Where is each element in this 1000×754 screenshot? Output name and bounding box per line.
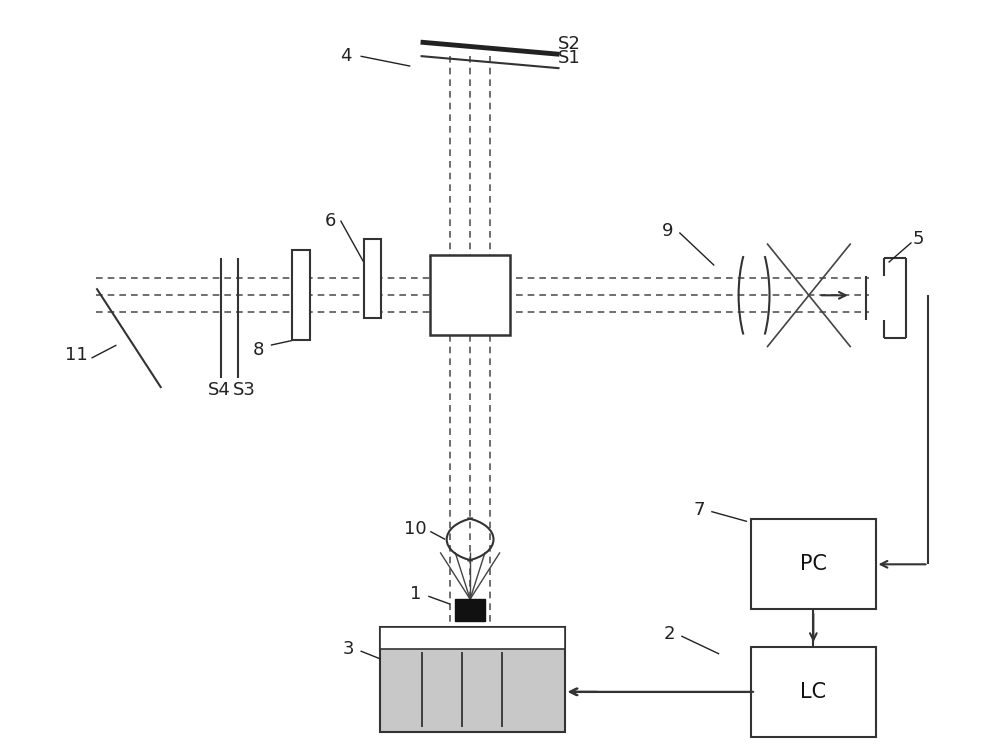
- Text: 9: 9: [662, 222, 673, 240]
- Text: 1: 1: [410, 585, 421, 603]
- Text: 10: 10: [404, 520, 427, 538]
- Text: 5: 5: [913, 229, 924, 247]
- Text: 3: 3: [343, 640, 354, 658]
- Text: S3: S3: [233, 381, 255, 399]
- Bar: [455, 599, 485, 621]
- Text: S2: S2: [558, 35, 581, 54]
- Bar: [380, 627, 565, 649]
- Bar: [364, 238, 381, 318]
- Bar: [380, 627, 565, 731]
- Text: 2: 2: [664, 625, 675, 643]
- Text: 6: 6: [325, 212, 336, 229]
- Text: 4: 4: [340, 48, 351, 65]
- Text: PC: PC: [800, 554, 827, 575]
- Text: LC: LC: [800, 682, 826, 702]
- Text: S1: S1: [558, 49, 581, 67]
- Bar: [751, 647, 876, 737]
- Text: 8: 8: [253, 341, 265, 359]
- Text: S4: S4: [208, 381, 230, 399]
- Text: 7: 7: [694, 501, 705, 519]
- Bar: [751, 520, 876, 609]
- Bar: [292, 250, 310, 340]
- Bar: [430, 256, 510, 336]
- Text: 11: 11: [65, 346, 88, 364]
